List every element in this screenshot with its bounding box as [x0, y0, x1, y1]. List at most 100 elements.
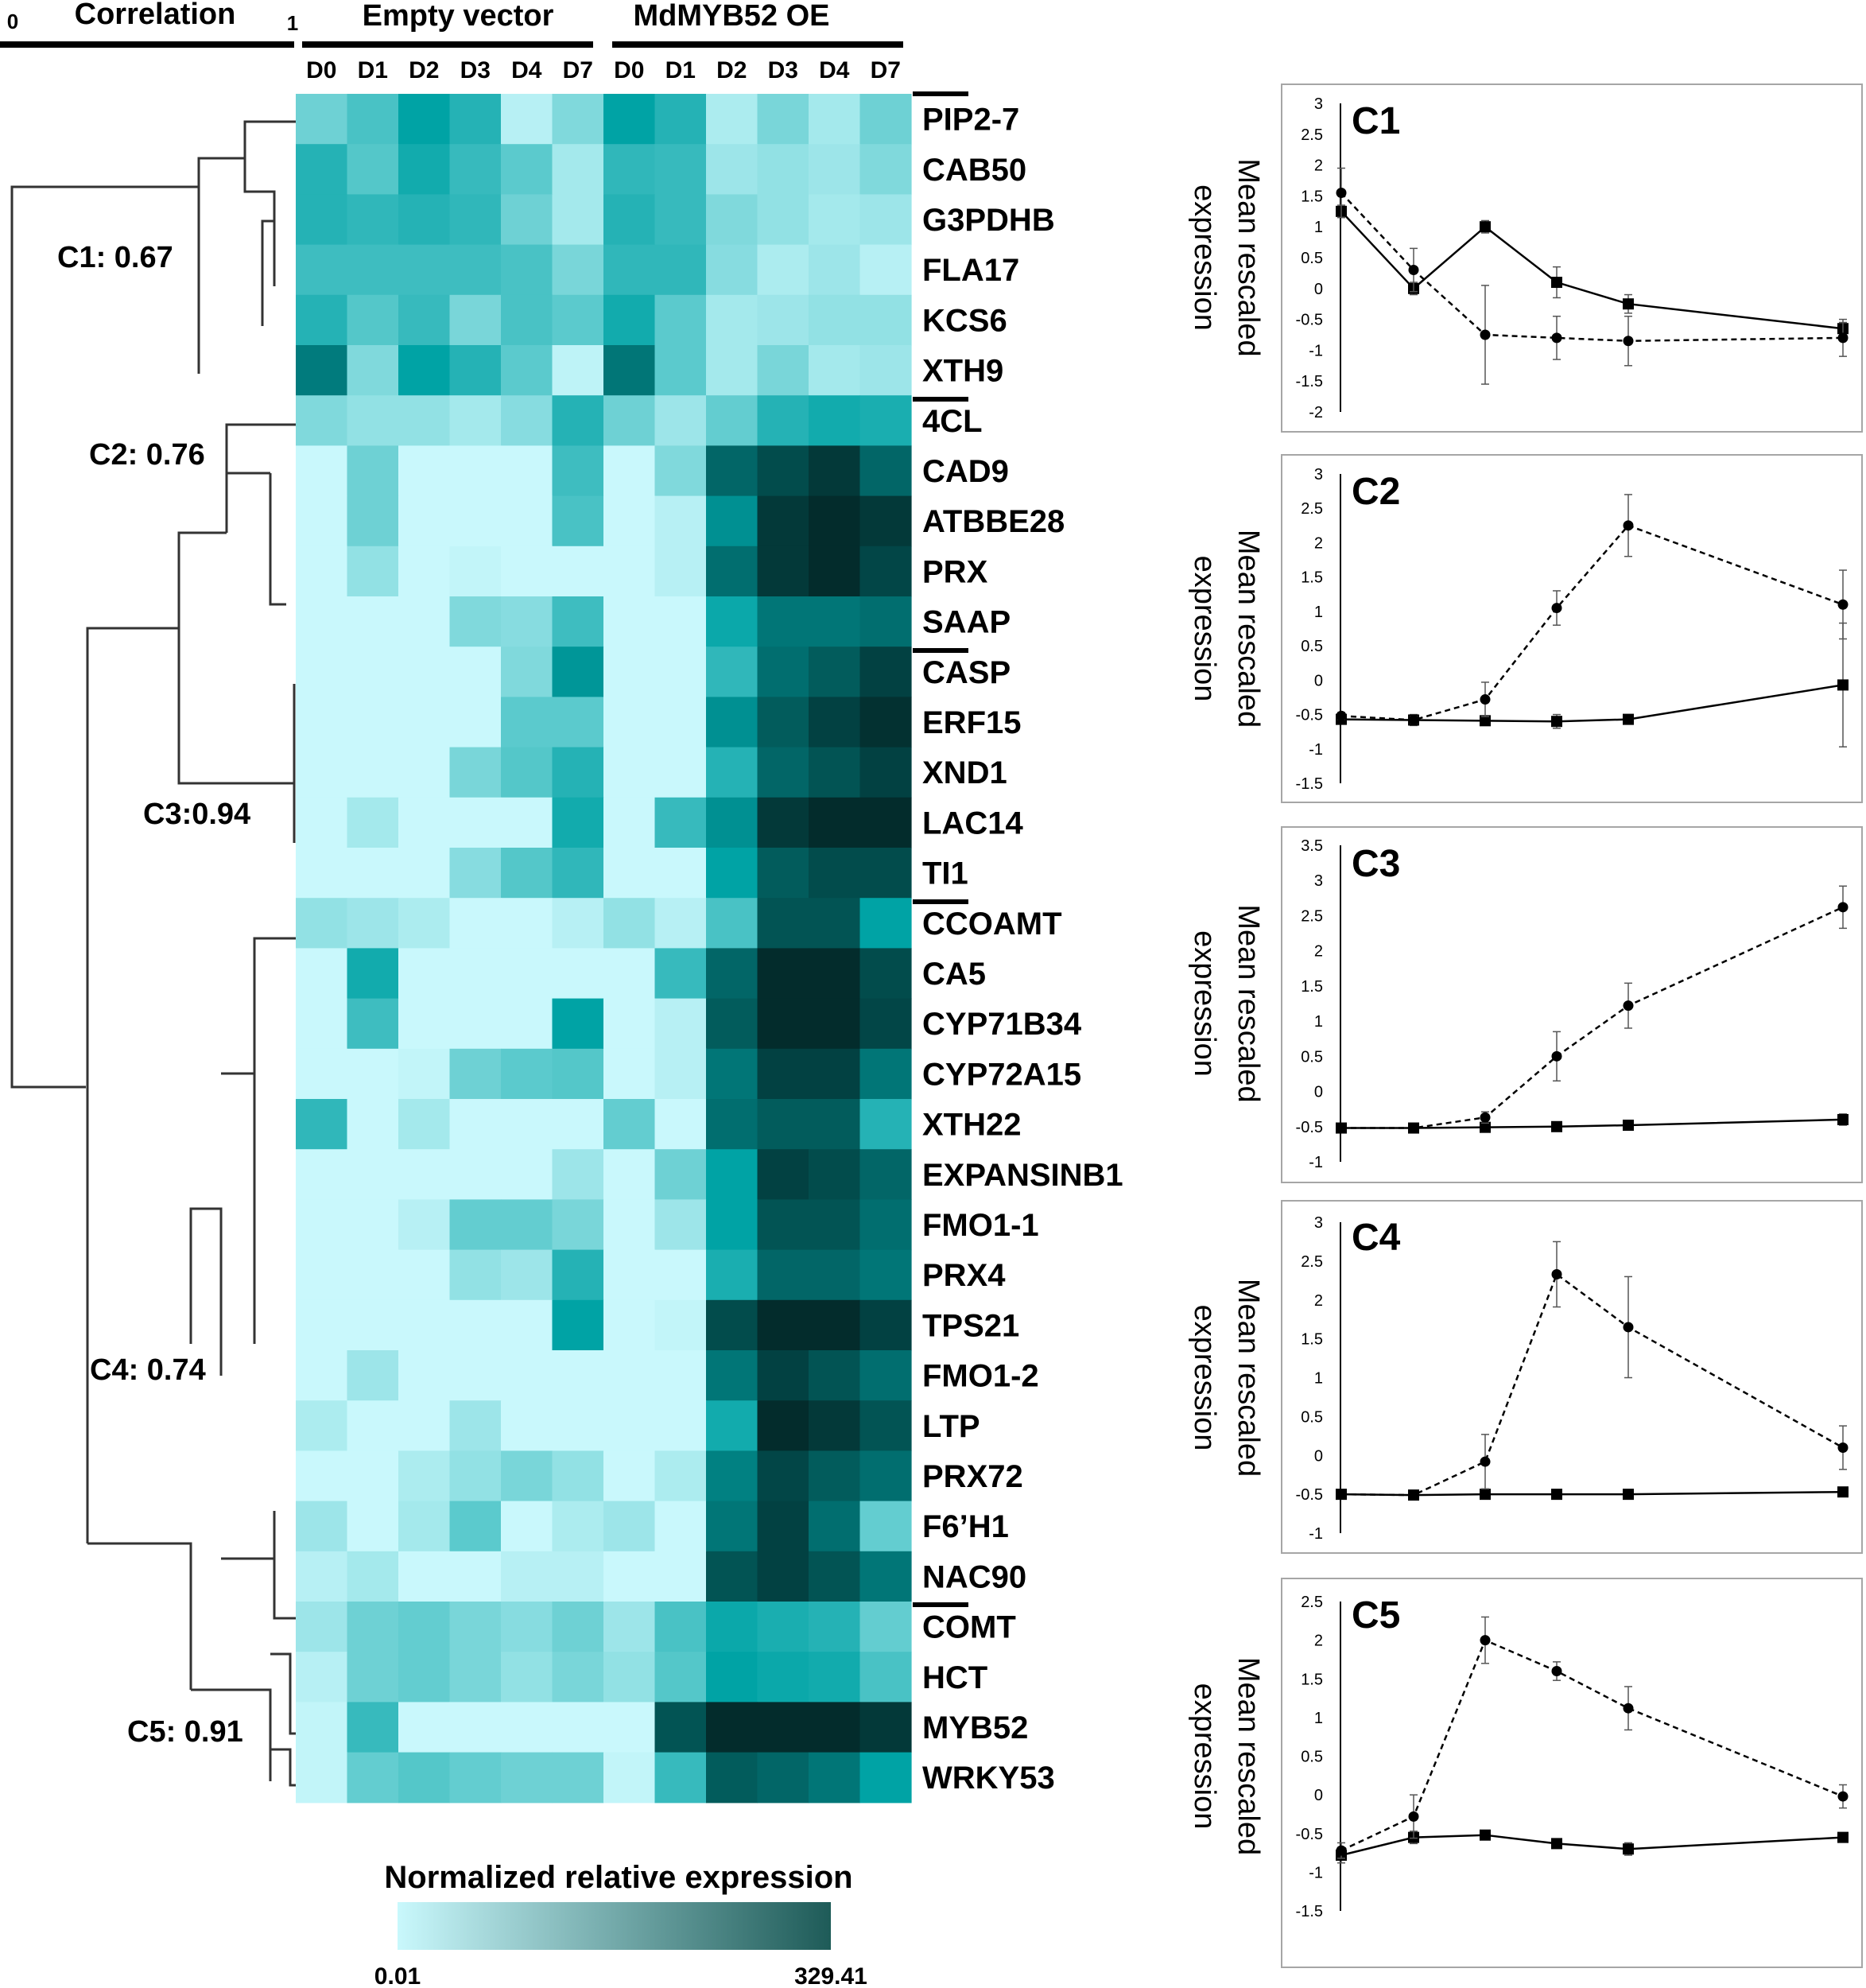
data-point-square	[1551, 1838, 1562, 1850]
series-line	[1340, 1834, 1844, 1857]
heatmap-cell	[654, 1501, 707, 1552]
heatmap-cell	[296, 244, 348, 296]
heatmap-cell	[859, 144, 912, 195]
heatmap-cell	[757, 1048, 809, 1100]
heatmap-cell	[809, 1299, 861, 1351]
y-tick-label: 1	[1314, 1710, 1323, 1727]
dendrogram-link	[177, 531, 294, 785]
heatmap-cell	[552, 144, 604, 195]
heatmap-cell	[296, 1350, 348, 1401]
heatmap-cell	[654, 294, 707, 346]
data-point-square	[1623, 713, 1634, 725]
y-tick-label: 3	[1314, 466, 1323, 483]
heatmap-cell	[449, 244, 502, 296]
heatmap-cell	[296, 1199, 348, 1251]
heatmap-cell	[654, 998, 707, 1050]
gene-label: CASP	[922, 655, 1011, 690]
heatmap-cell	[809, 495, 861, 547]
y-tick-label: 0.5	[1301, 1749, 1323, 1766]
heatmap-cell	[552, 1501, 604, 1552]
dendrogram-link	[261, 219, 274, 326]
day-label: D2	[716, 57, 747, 83]
y-tick-label: -0.5	[1296, 312, 1323, 329]
heatmap-cell	[603, 998, 656, 1050]
gene-label: 4CL	[922, 404, 983, 439]
panel-c2: 3 2.5 2 1.5 1 0.5 0 -0.5 -1 -1.5 C2 Mean rescaled ex…	[1188, 454, 1863, 803]
data-point-circle	[1623, 1000, 1634, 1011]
heatmap-cell	[654, 646, 707, 697]
y-axis-label: expression	[1188, 930, 1221, 1077]
heatmap-cell	[757, 1199, 809, 1251]
heatmap-cell	[809, 194, 861, 246]
heatmap-cell	[347, 194, 399, 246]
gene-label: SAAP	[922, 605, 1011, 640]
y-tick-label: 2.5	[1301, 1594, 1323, 1611]
heatmap	[296, 94, 912, 1804]
data-point-square	[1480, 1829, 1491, 1841]
heatmap-cell	[552, 1602, 604, 1652]
heatmap-cell	[449, 1551, 502, 1602]
heatmap-cell	[552, 898, 604, 949]
panel-title: C1	[1352, 100, 1400, 142]
panel-c3: 3.5 3 2.5 2 1.5 1 0.5 0 -0.5 -1 C3 Mean rescaled exp…	[1188, 826, 1863, 1183]
heatmap-cell	[501, 948, 553, 1000]
heatmap-cell	[398, 244, 451, 296]
heatmap-cell	[398, 294, 451, 346]
heatmap-cell	[501, 1099, 553, 1150]
y-tick-label: 2	[1314, 157, 1323, 175]
heatmap-cell	[449, 345, 502, 396]
heatmap-cell	[809, 797, 861, 848]
heatmap-cell	[757, 998, 809, 1050]
data-point-circle	[1623, 336, 1634, 347]
heatmap-cell	[603, 646, 656, 697]
heatmap-cell	[449, 1350, 502, 1401]
heatmap-cell	[706, 1199, 758, 1251]
heatmap-cell	[706, 1501, 758, 1552]
heatmap-cell	[757, 1299, 809, 1351]
heatmap-cell	[757, 294, 809, 346]
heatmap-cell	[296, 144, 348, 195]
heatmap-cell	[859, 194, 912, 246]
heatmap-cell	[654, 1752, 707, 1804]
cluster-label-c3: C3:0.94	[143, 798, 250, 831]
gene-labels: PIP2-7 CAB50 G3PDHB FLA17 KCS6 XTH9 4CL CAD9 ATB…	[922, 103, 1123, 1796]
dendrogram-link	[86, 627, 179, 1543]
heatmap-cell	[809, 1149, 861, 1200]
heatmap-cell	[809, 1450, 861, 1502]
heatmap-cell	[654, 1400, 707, 1451]
heatmap-cell	[296, 998, 348, 1050]
scale-right-label: 1	[287, 11, 298, 35]
heatmap-cell	[603, 94, 656, 145]
heatmap-cell	[706, 747, 758, 798]
data-point-circle	[1408, 1811, 1419, 1822]
line-panels: 3 2.5 2 1.5 1 0.5 0 -0.5 -1 -1.5 -2 C1 Mean rescaled…	[1188, 83, 1863, 1968]
data-point-circle	[1480, 1112, 1491, 1123]
heatmap-cell	[809, 546, 861, 597]
heatmap-cell	[296, 1501, 348, 1552]
heatmap-cell	[757, 1501, 809, 1552]
heatmap-cell	[654, 898, 707, 949]
heatmap-cell	[347, 1450, 399, 1502]
data-point-circle	[1408, 1489, 1419, 1501]
heatmap-cell	[552, 697, 604, 748]
heatmap-cell	[757, 1450, 809, 1502]
heatmap-cell	[347, 747, 399, 798]
heatmap-cell	[398, 495, 451, 547]
heatmap-cell	[296, 1551, 348, 1602]
heatmap-cell	[449, 1249, 502, 1301]
heatmap-cell	[449, 848, 502, 899]
data-point-circle	[1480, 694, 1491, 705]
heatmap-cell	[347, 1099, 399, 1150]
heatmap-cell	[398, 1551, 451, 1602]
heatmap-cell	[347, 1752, 399, 1804]
heatmap-cell	[296, 747, 348, 798]
heatmap-cell	[552, 94, 604, 145]
heatmap-cell	[706, 345, 758, 396]
heatmap-cell	[757, 94, 809, 145]
y-tick-label: 1	[1314, 1013, 1323, 1031]
heatmap-cell	[654, 244, 707, 296]
heatmap-cell	[706, 1149, 758, 1200]
heatmap-cell	[552, 495, 604, 547]
heatmap-cell	[347, 1199, 399, 1251]
gene-label: KCS6	[922, 303, 1007, 338]
